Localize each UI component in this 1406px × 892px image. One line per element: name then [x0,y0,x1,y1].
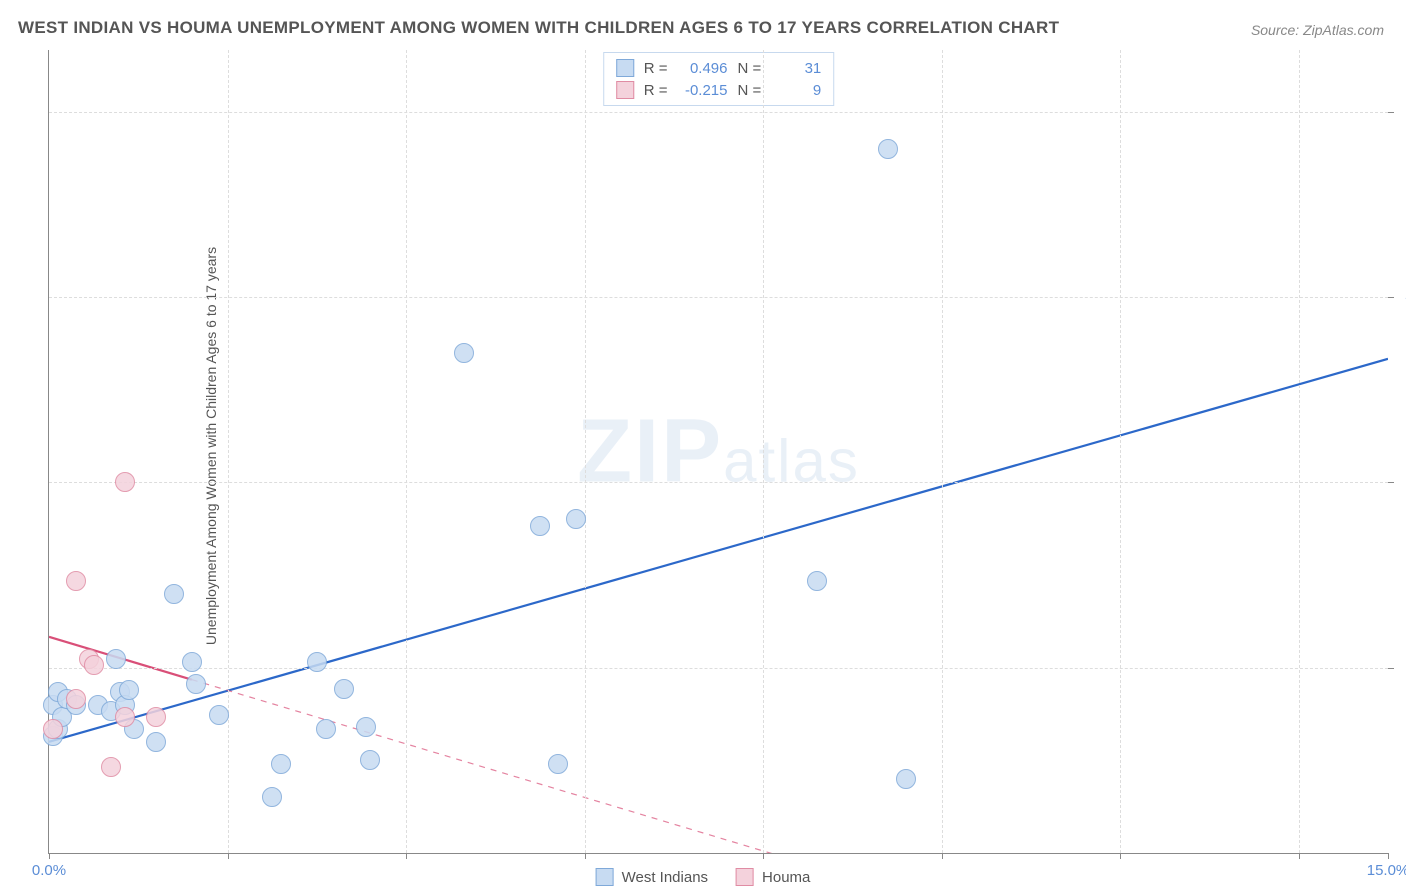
data-point [530,516,550,536]
n-value-houma: 9 [771,82,821,99]
r-label: R = [644,60,668,77]
data-point [43,719,63,739]
data-point [84,655,104,675]
data-point [454,343,474,363]
legend-item-west-indians: West Indians [596,868,708,886]
data-point [360,750,380,770]
data-point [119,680,139,700]
r-value-houma: -0.215 [678,82,728,99]
gridline-v [228,50,229,853]
legend: West Indians Houma [588,866,819,888]
n-value-west-indians: 31 [771,60,821,77]
gridline-h [49,112,1388,113]
n-label: N = [738,82,762,99]
data-point [164,584,184,604]
regression-lines [49,50,1388,853]
data-point [146,732,166,752]
ytick-label: 45.0% [1393,289,1406,306]
gridline-v [585,50,586,853]
gridline-v [1299,50,1300,853]
data-point [66,571,86,591]
stats-row-west-indians: R = 0.496 N = 31 [616,57,822,79]
data-point [66,689,86,709]
gridline-v [1120,50,1121,853]
ytick-label: 60.0% [1393,103,1406,120]
gridline-h [49,482,1388,483]
data-point [271,754,291,774]
data-point [334,679,354,699]
watermark-atlas: atlas [723,427,860,494]
data-point [307,652,327,672]
legend-swatch-west-indians [596,868,614,886]
swatch-houma [616,81,634,99]
data-point [548,754,568,774]
gridline-v [763,50,764,853]
legend-item-houma: Houma [736,868,810,886]
data-point [115,707,135,727]
legend-swatch-houma [736,868,754,886]
data-point [209,705,229,725]
gridline-v [406,50,407,853]
correlation-stats-box: R = 0.496 N = 31 R = -0.215 N = 9 [603,52,835,106]
watermark-zip: ZIP [577,401,723,501]
data-point [896,769,916,789]
stats-row-houma: R = -0.215 N = 9 [616,79,822,101]
ytick-label: 15.0% [1393,659,1406,676]
r-value-west-indians: 0.496 [678,60,728,77]
n-label: N = [738,60,762,77]
source-label: Source: ZipAtlas.com [1251,22,1384,38]
data-point [182,652,202,672]
data-point [356,717,376,737]
data-point [186,674,206,694]
xtick-label: 15.0% [1367,862,1406,879]
xtick-label: 0.0% [32,862,66,879]
ytick-label: 30.0% [1393,474,1406,491]
data-point [807,571,827,591]
r-label: R = [644,82,668,99]
chart-title: WEST INDIAN VS HOUMA UNEMPLOYMENT AMONG … [18,18,1059,38]
watermark: ZIPatlas [577,400,860,503]
legend-label-west-indians: West Indians [622,869,708,886]
swatch-west-indians [616,59,634,77]
data-point [146,707,166,727]
data-point [566,509,586,529]
legend-label-houma: Houma [762,869,810,886]
data-point [101,757,121,777]
data-point [106,649,126,669]
data-point [878,139,898,159]
data-point [316,719,336,739]
data-point [262,787,282,807]
gridline-h [49,297,1388,298]
gridline-h [49,668,1388,669]
gridline-v [942,50,943,853]
data-point [115,472,135,492]
plot-area: ZIPatlas R = 0.496 N = 31 R = -0.215 N =… [48,50,1388,854]
